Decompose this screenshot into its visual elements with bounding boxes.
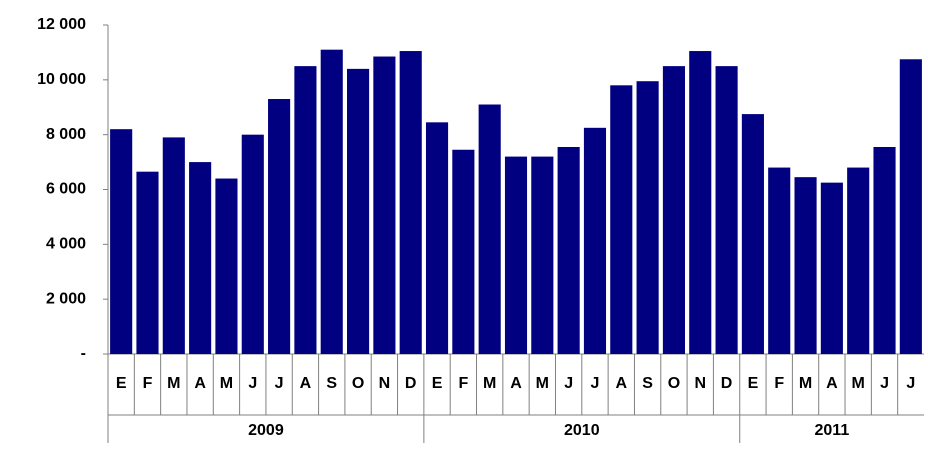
x-tick-label: N <box>694 375 706 392</box>
x-tick-label: A <box>616 375 628 392</box>
x-tick-label: M <box>536 375 549 392</box>
bar <box>794 177 817 354</box>
bar <box>241 134 264 354</box>
y-tick-label: 2 000 <box>46 290 86 307</box>
x-tick-label: J <box>591 375 600 392</box>
x-tick-label: O <box>668 375 680 392</box>
y-tick-label: - <box>81 345 86 362</box>
bar <box>425 122 449 355</box>
x-tick-label: E <box>748 375 759 392</box>
bar <box>557 147 580 354</box>
x-tick-label: D <box>405 375 417 392</box>
bar <box>373 56 396 354</box>
bar <box>320 49 343 355</box>
x-tick-label: A <box>300 375 312 392</box>
x-tick-label: E <box>432 375 443 392</box>
bar <box>741 114 764 355</box>
x-tick-label: O <box>352 375 364 392</box>
bar <box>399 51 422 354</box>
y-tick-label: 6 000 <box>46 181 86 198</box>
bar <box>899 59 922 354</box>
x-tick-label: M <box>852 375 865 392</box>
bar <box>847 167 870 354</box>
bar <box>347 68 370 354</box>
x-tick-label: S <box>326 375 337 392</box>
x-tick-label: M <box>167 375 180 392</box>
bar <box>768 167 791 354</box>
bar <box>531 156 554 354</box>
x-tick-label: J <box>275 375 284 392</box>
x-tick-label: J <box>906 375 915 392</box>
bar <box>873 147 896 354</box>
bar <box>294 66 317 354</box>
y-tick-label: 4 000 <box>46 236 86 253</box>
bar <box>478 104 501 354</box>
bar <box>662 66 685 354</box>
bar <box>162 137 185 354</box>
x-tick-label: J <box>564 375 573 392</box>
bar <box>689 51 712 354</box>
group-label: 2009 <box>248 422 284 439</box>
x-tick-label: F <box>774 375 784 392</box>
y-tick-label: 8 000 <box>46 126 86 143</box>
x-tick-label: M <box>483 375 496 392</box>
x-tick-label: F <box>143 375 153 392</box>
x-tick-label: D <box>721 375 733 392</box>
bar <box>715 66 738 354</box>
bar <box>636 81 659 355</box>
y-tick-label: 10 000 <box>37 71 86 88</box>
bar <box>504 156 528 354</box>
x-tick-label: S <box>642 375 653 392</box>
x-tick-label: A <box>194 375 206 392</box>
x-tick-label: F <box>458 375 468 392</box>
bar <box>583 127 607 354</box>
bar <box>189 162 212 354</box>
bar <box>215 178 238 354</box>
x-tick-label: A <box>826 375 838 392</box>
bar <box>136 171 159 354</box>
y-tick-label: 12 000 <box>37 16 86 33</box>
group-label: 2010 <box>564 422 600 439</box>
x-tick-label: J <box>248 375 257 392</box>
x-tick-label: M <box>799 375 812 392</box>
bar <box>820 182 843 354</box>
x-tick-label: A <box>510 375 522 392</box>
x-tick-label: M <box>220 375 233 392</box>
x-tick-label: J <box>880 375 889 392</box>
bar <box>610 85 633 355</box>
bar <box>110 129 133 354</box>
bar <box>452 149 475 354</box>
x-tick-label: E <box>116 375 127 392</box>
bar <box>268 99 291 355</box>
x-tick-label: N <box>379 375 391 392</box>
group-label: 2011 <box>815 422 850 439</box>
